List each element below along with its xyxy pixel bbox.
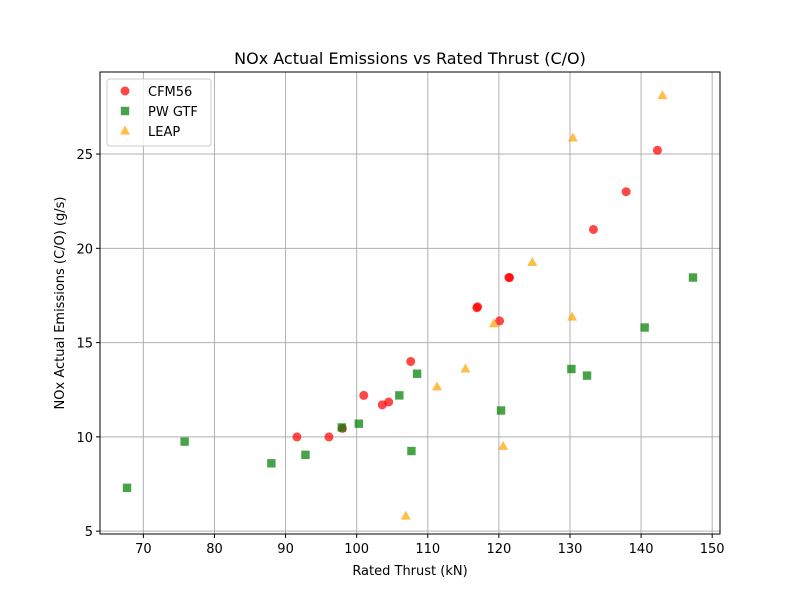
pw-gtf-point <box>407 446 416 456</box>
legend-marker-leap <box>120 125 130 135</box>
cfm56-point <box>495 316 505 326</box>
legend-box <box>106 78 212 147</box>
y-tick-label: 15 <box>76 337 93 352</box>
pw-gtf-point <box>688 273 698 282</box>
grid <box>100 72 720 534</box>
chart-title: NOx Actual Emissions vs Rated Thrust (C/… <box>234 49 586 68</box>
plot-area-frame <box>99 71 721 535</box>
pw-gtf-point <box>337 423 346 432</box>
legend-marker-pw-gtf <box>120 106 130 116</box>
cfm56-point <box>621 187 631 197</box>
pw-gtf-point <box>412 369 422 378</box>
data-points <box>122 90 698 520</box>
pw-gtf-point <box>301 450 310 459</box>
y-tick-label: 20 <box>76 242 93 257</box>
cfm56-point <box>384 397 394 407</box>
legend-label-cfm56: CFM56 <box>148 85 192 100</box>
legend-label-pw-gtf: PW GTF <box>148 105 198 120</box>
leap-point <box>657 90 668 100</box>
leap-point <box>460 363 471 373</box>
legend-marker-cfm56 <box>120 86 130 96</box>
x-tick-label: 90 <box>277 542 294 557</box>
x-tick-label: 70 <box>135 542 152 557</box>
pw-gtf-point <box>122 483 132 492</box>
y-tick-label: 5 <box>85 525 93 540</box>
x-tick-label: 110 <box>415 542 440 557</box>
pw-gtf-point <box>180 437 189 446</box>
pw-gtf-point <box>640 323 649 332</box>
y-axis-label: NOx Actual Emissions (C/O) (g/s) <box>53 197 68 410</box>
pw-gtf-point <box>267 459 276 468</box>
pw-gtf-point <box>582 371 592 380</box>
cfm56-point <box>505 273 515 283</box>
cfm56-point <box>359 390 369 400</box>
pw-gtf-point <box>496 406 506 415</box>
cfm56-point <box>406 356 416 366</box>
leap-point <box>400 510 411 520</box>
pw-gtf-point <box>354 419 364 428</box>
x-tick-label: 130 <box>558 542 583 557</box>
pw-gtf-point <box>567 364 576 374</box>
x-tick-label: 150 <box>700 542 725 557</box>
x-tick-label: 140 <box>629 542 654 557</box>
cfm56-point <box>292 432 302 442</box>
leap-point <box>567 132 578 142</box>
axis-ticks: 70 80 90 100 110 120 130 140 150 5 10 15 20 25 <box>76 148 724 557</box>
leap-point <box>567 311 578 321</box>
x-tick-label: 120 <box>486 542 511 557</box>
x-tick-label: 80 <box>206 542 223 557</box>
cfm56-point <box>473 302 483 312</box>
cfm56-point <box>588 224 598 234</box>
legend: CFM56 PW GTF LEAP <box>106 78 212 147</box>
leap-point <box>488 318 499 328</box>
leap-point <box>498 440 509 450</box>
pw-gtf-point <box>395 391 404 400</box>
y-tick-label: 25 <box>76 148 93 163</box>
x-tick-label: 100 <box>344 542 369 557</box>
cfm56-point <box>324 432 334 442</box>
leap-point <box>432 381 443 391</box>
leap-point <box>527 256 538 266</box>
y-tick-label: 10 <box>76 431 93 446</box>
x-axis-label: Rated Thrust (kN) <box>352 564 467 579</box>
cfm56-point <box>652 145 662 155</box>
legend-label-leap: LEAP <box>148 125 180 140</box>
